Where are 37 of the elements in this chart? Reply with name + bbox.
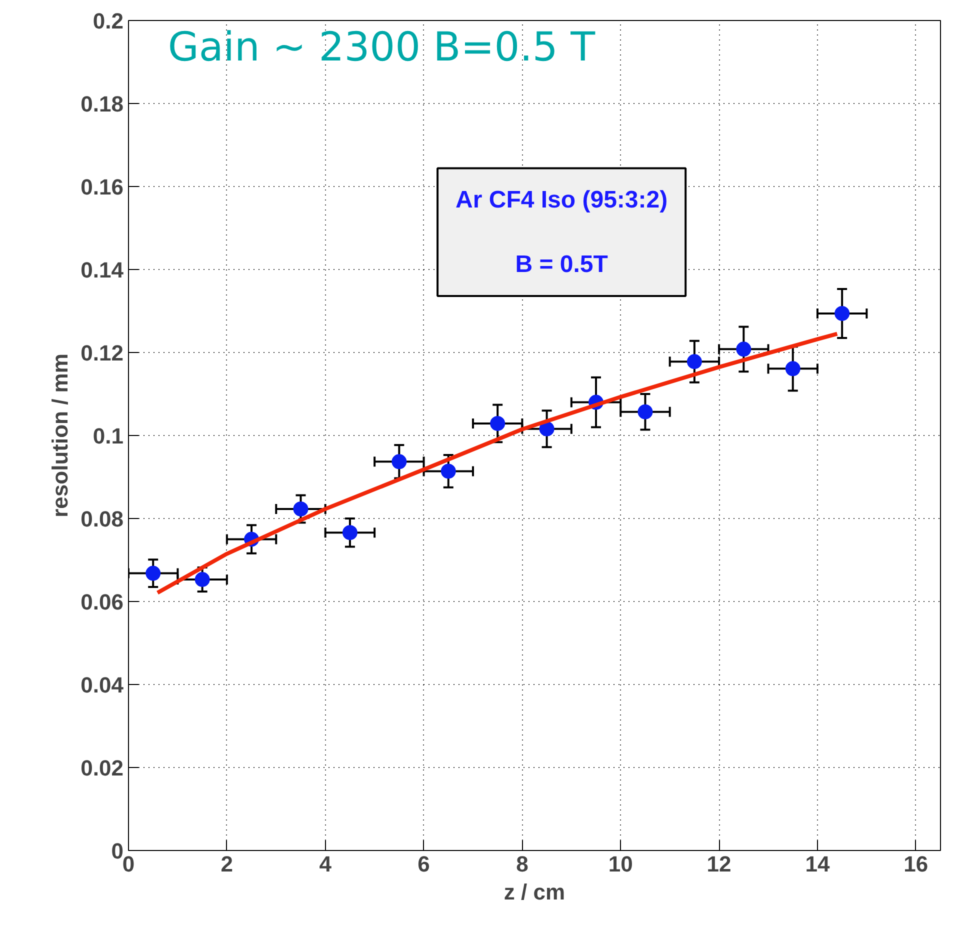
point [342,525,358,540]
annotation: B = 0.5T [515,251,608,278]
y-tick-label: 0.04 [80,672,124,698]
point [293,501,308,516]
point [440,464,456,479]
x-tick-label: 6 [418,852,430,876]
annotation: Ar CF4 Iso (95:3:2) [456,186,668,214]
y-tick-label: 0.08 [80,506,124,532]
y-tick-label: 0.2 [92,8,124,34]
y-tick-label: 0.16 [80,174,124,200]
annotation: Gain ~ 2300 B=0.5 T [168,24,596,70]
point [146,566,161,581]
x-tick-label: 14 [805,852,830,876]
y-tick-label: 0.14 [80,258,124,282]
x-tick-label: 12 [706,852,732,876]
x-tick-label: 16 [904,852,928,876]
point [539,421,554,436]
point [834,306,850,321]
line-series [156,332,840,595]
y-axis-title: resolution / mm [48,354,73,518]
x-tick-label: 8 [516,852,528,876]
point [490,416,506,431]
x-tick-label: 4 [319,852,332,876]
y-tick-label: 0.18 [80,92,124,116]
point [194,572,210,587]
x-tick-label: 10 [608,852,633,876]
y-tick-label: 0.02 [80,756,124,780]
x-tick-label: 2 [220,852,234,876]
y-tick-label: 0.12 [80,340,124,366]
point [392,454,407,470]
x-axis-title: z / cm [504,880,566,904]
point [736,342,752,357]
point [638,404,653,420]
point [686,354,702,370]
point [785,361,800,376]
y-tick-label: 0.1 [92,424,124,448]
y-tick-label: 0.06 [80,590,124,614]
